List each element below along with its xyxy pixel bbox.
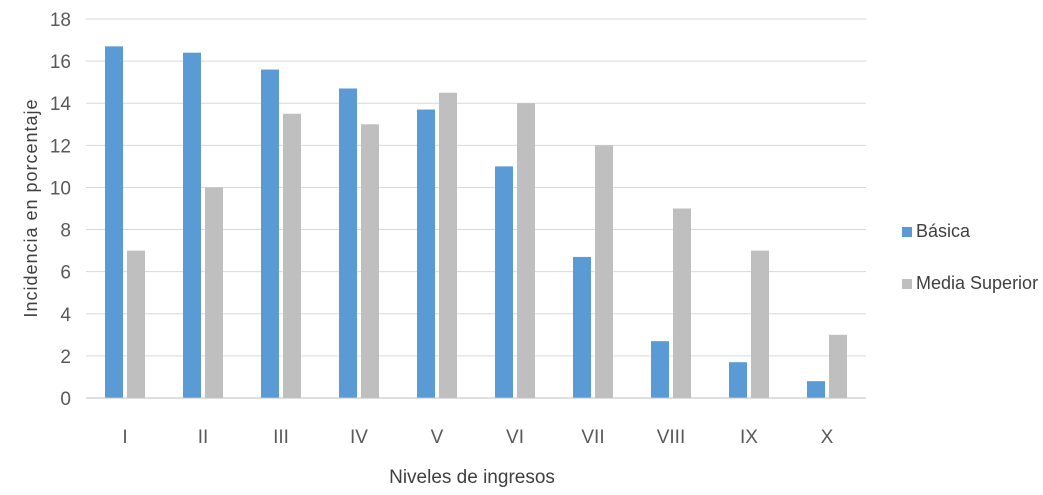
bar-basica	[417, 109, 435, 399]
x-tick-label: V	[431, 427, 444, 448]
y-tick-label: 2	[60, 347, 71, 368]
x-tick-label: X	[821, 427, 834, 448]
y-tick-label: 10	[50, 178, 71, 199]
x-tick-label: I	[122, 427, 127, 448]
y-tick-label: 0	[60, 389, 71, 410]
x-axis-ticks: I II III IV V VI VII VIII IX X	[122, 427, 833, 448]
x-tick-label: III	[273, 427, 289, 448]
y-axis-title: Incidencia en porcentaje	[21, 98, 41, 317]
gridlines	[86, 18, 866, 357]
bar-media-superior	[595, 145, 613, 398]
y-tick-label: 8	[60, 221, 71, 242]
y-tick-label: 6	[60, 263, 71, 284]
bar-basica	[339, 88, 357, 398]
bar-media-superior	[751, 250, 769, 398]
y-tick-label: 12	[50, 136, 71, 157]
x-axis-title: Niveles de ingresos	[389, 467, 555, 488]
x-tick-label: IV	[350, 427, 368, 448]
legend-label: Básica	[916, 221, 971, 241]
y-tick-label: 14	[50, 94, 72, 115]
bar-basica	[651, 341, 669, 398]
bar-basica	[495, 166, 513, 398]
legend: Básica Media Superior	[902, 221, 1038, 293]
bar-basica	[261, 69, 279, 399]
bar-media-superior	[829, 334, 847, 398]
x-tick-label: II	[198, 427, 209, 448]
bar-media-superior	[361, 124, 379, 399]
y-tick-label: 4	[60, 305, 71, 326]
bar-basica	[807, 381, 825, 398]
bar-basica	[105, 46, 123, 398]
y-axis-ticks: 0 2 4 6 8 10 12 14 16 18	[50, 10, 72, 410]
bars	[105, 46, 847, 399]
bar-media-superior	[517, 103, 535, 398]
legend-swatch	[902, 227, 912, 237]
bar-media-superior	[673, 208, 691, 398]
x-tick-label: VIII	[657, 427, 686, 448]
bar-media-superior	[439, 92, 457, 398]
bar-media-superior	[205, 187, 223, 398]
x-tick-label: VI	[506, 427, 524, 448]
y-tick-label: 16	[50, 52, 71, 73]
legend-label: Media Superior	[916, 273, 1038, 293]
bar-basica	[183, 52, 201, 398]
y-tick-label: 18	[50, 10, 71, 31]
legend-swatch	[902, 279, 912, 289]
bar-basica	[729, 362, 747, 398]
x-tick-label: VII	[581, 427, 604, 448]
bar-basica	[573, 256, 591, 398]
x-tick-label: IX	[740, 427, 758, 448]
bar-media-superior	[283, 113, 301, 398]
bar-media-superior	[127, 250, 145, 398]
